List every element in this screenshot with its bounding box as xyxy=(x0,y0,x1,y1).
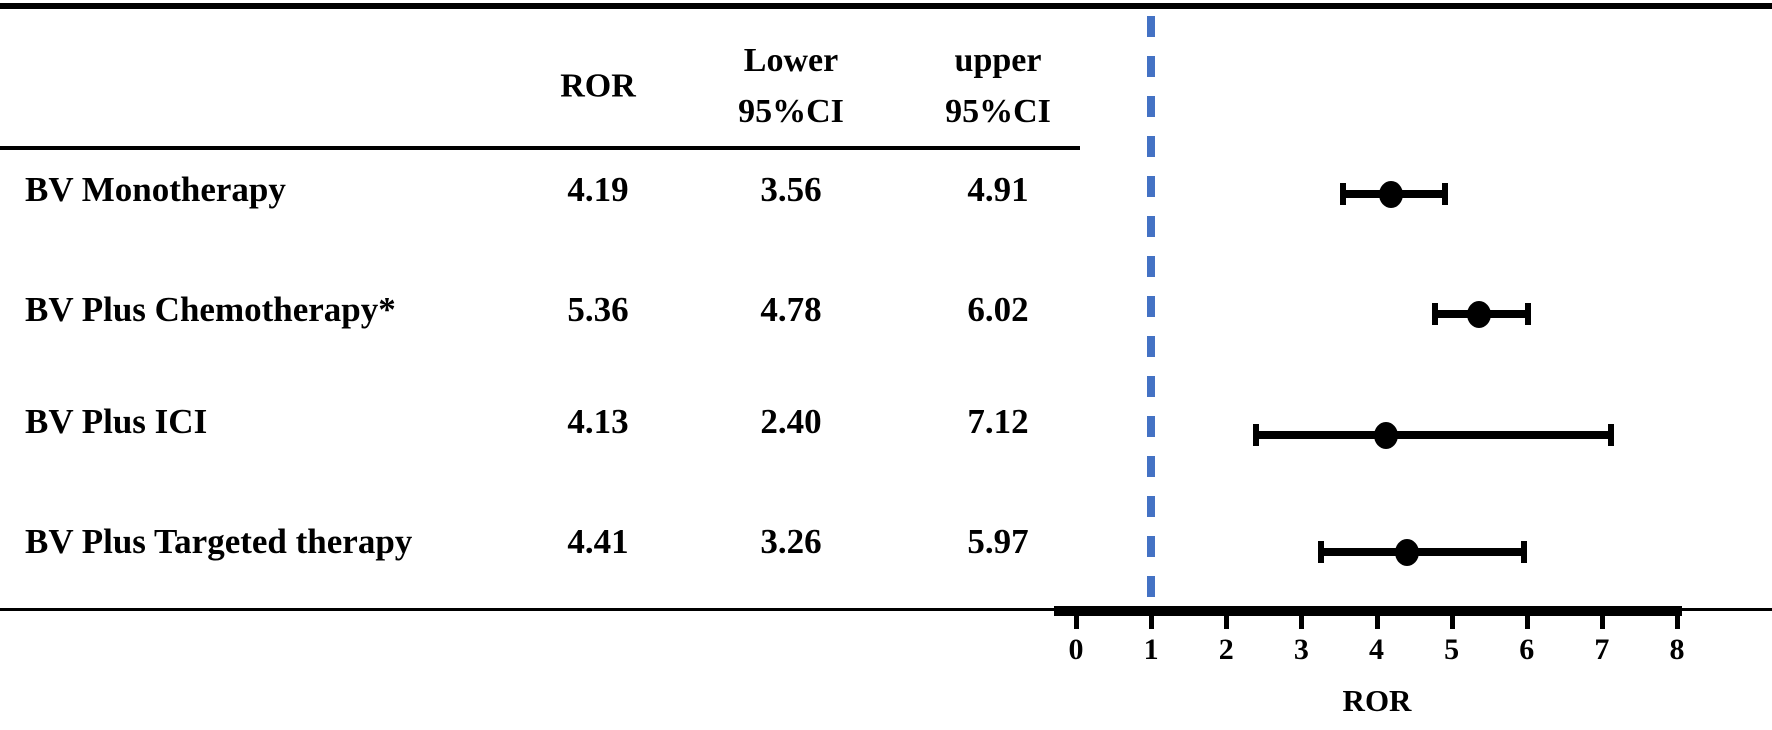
cell-lower: 3.56 xyxy=(760,170,822,209)
cell-ror: 5.36 xyxy=(567,290,629,329)
bottom-rule xyxy=(0,608,1772,611)
cell-upper: 7.12 xyxy=(967,402,1029,441)
error-bar-cap-left xyxy=(1317,541,1324,563)
error-bar-line xyxy=(1256,431,1611,439)
x-axis-tick xyxy=(1524,616,1530,629)
cell-upper: 4.91 xyxy=(967,170,1029,209)
x-axis-tick-label: 2 xyxy=(1218,633,1234,666)
point-estimate-marker xyxy=(1466,300,1491,328)
point-estimate-marker xyxy=(1395,538,1420,566)
error-bar-cap-right xyxy=(1525,303,1532,325)
error-bar-cap-right xyxy=(1521,541,1528,563)
x-axis-tick xyxy=(1224,616,1230,629)
row-label: BV Monotherapy xyxy=(25,170,286,209)
x-axis-tick xyxy=(1599,616,1605,629)
column-header-lower-ci-line1: Lower xyxy=(743,42,839,79)
x-axis-tick xyxy=(1675,616,1680,629)
error-bar-cap-left xyxy=(1340,183,1347,205)
x-axis-tick xyxy=(1149,616,1155,629)
column-header-lower-ci: Lower 95%CI xyxy=(738,35,844,137)
column-header-upper-ci: upper 95%CI xyxy=(945,35,1051,137)
x-axis-tick-label: 6 xyxy=(1519,633,1535,666)
x-axis-tick xyxy=(1374,616,1380,629)
error-bar-cap-left xyxy=(1432,303,1439,325)
error-bar-line xyxy=(1320,548,1525,556)
x-axis-tick xyxy=(1074,616,1079,629)
x-axis-tick-label: 3 xyxy=(1293,633,1309,666)
header-underline xyxy=(0,146,1080,150)
x-axis-tick xyxy=(1449,616,1455,629)
cell-ror: 4.19 xyxy=(567,170,629,209)
x-axis-tick-label: 1 xyxy=(1143,633,1159,666)
x-axis-line xyxy=(1054,606,1682,616)
column-header-lower-ci-line2: 95%CI xyxy=(738,93,844,130)
reference-line xyxy=(1147,16,1156,610)
error-bar-cap-left xyxy=(1253,424,1260,446)
error-bar-cap-right xyxy=(1441,183,1448,205)
column-header-upper-ci-line1: upper xyxy=(954,42,1042,79)
row-label: BV Plus Targeted therapy xyxy=(25,522,413,561)
top-rule xyxy=(0,3,1772,9)
cell-lower: 3.26 xyxy=(760,522,822,561)
cell-lower: 2.40 xyxy=(760,402,822,441)
x-axis-tick-label: 0 xyxy=(1068,633,1084,666)
cell-upper: 6.02 xyxy=(967,290,1029,329)
cell-ror: 4.13 xyxy=(567,402,629,441)
column-header-upper-ci-line2: 95%CI xyxy=(945,93,1051,130)
point-estimate-marker xyxy=(1374,421,1399,449)
x-axis-tick-label: 4 xyxy=(1369,633,1384,666)
cell-lower: 4.78 xyxy=(760,290,822,329)
x-axis-tick-label: 8 xyxy=(1669,633,1685,666)
error-bar-cap-right xyxy=(1607,424,1614,446)
point-estimate-marker xyxy=(1378,180,1403,208)
row-label: BV Plus ICI xyxy=(25,402,208,441)
cell-ror: 4.41 xyxy=(567,522,629,561)
x-axis-tick xyxy=(1299,616,1305,629)
x-axis-title: ROR xyxy=(1342,683,1412,718)
x-axis-tick-label: 7 xyxy=(1594,633,1610,666)
row-label: BV Plus Chemotherapy* xyxy=(25,290,396,329)
column-header-ror: ROR xyxy=(560,67,636,105)
x-axis-tick-label: 5 xyxy=(1444,633,1460,666)
cell-upper: 5.97 xyxy=(967,522,1029,561)
